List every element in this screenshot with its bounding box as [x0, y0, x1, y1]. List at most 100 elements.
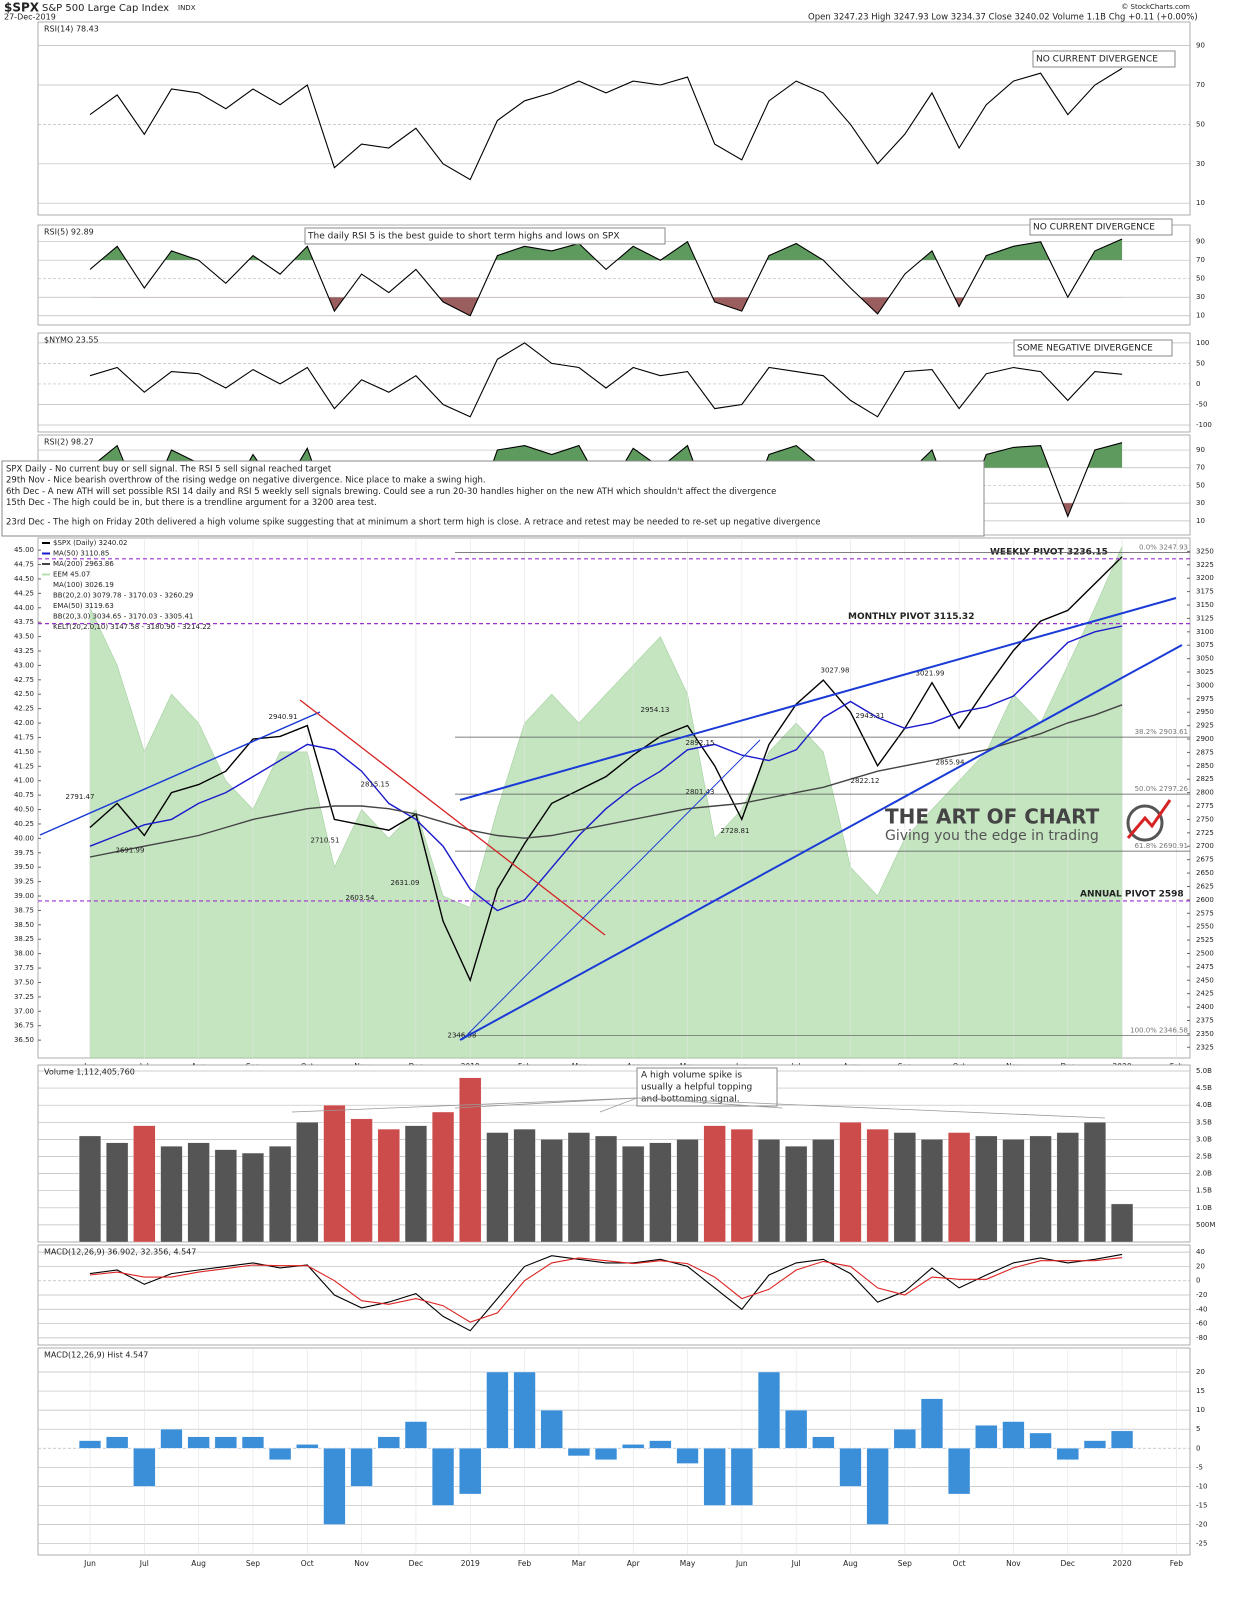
y-tick-label: 0 [1196, 1277, 1200, 1285]
y-tick-label: 2625 [1196, 882, 1214, 890]
left-tick-label: 39.25 [14, 878, 34, 886]
y-tick-label: 2675 [1196, 856, 1214, 864]
pivot-label: ANNUAL PIVOT 2598 [1080, 889, 1184, 899]
y-tick-label: 70 [1196, 464, 1205, 472]
line [89, 342, 1123, 418]
price-label: 2954.13 [641, 706, 670, 714]
panel-frame [37, 21, 1191, 216]
bar [296, 1444, 319, 1449]
y-tick-label: 2475 [1196, 963, 1214, 971]
x-tick-label: Jul [791, 1559, 801, 1568]
date: 27-Dec-2019 [4, 13, 56, 22]
left-tick-label: 41.75 [14, 733, 34, 741]
bar [812, 1436, 835, 1449]
fib-label: 50.0% 2797.26 [1135, 785, 1189, 793]
y-tick-label: 2875 [1196, 748, 1214, 756]
annotation: usually a helpful topping [641, 1083, 752, 1093]
left-tick-label: 44.50 [14, 575, 34, 583]
bar [432, 1111, 455, 1243]
y-tick-label: 2325 [1196, 1043, 1214, 1051]
left-tick-label: 37.00 [14, 1007, 34, 1015]
bar [703, 1448, 726, 1506]
y-tick-label: 2.5B [1196, 1152, 1212, 1160]
annotation-box [1013, 339, 1173, 357]
y-tick-label: 2550 [1196, 923, 1214, 931]
legend-entry: $SPX (Daily) 3240.02 [53, 539, 127, 547]
y-tick-label: 2900 [1196, 735, 1214, 743]
price-label: 2801.43 [686, 788, 715, 796]
left-tick-label: 43.50 [14, 633, 34, 641]
left-tick-label: 40.25 [14, 820, 34, 828]
y-tick-label: 0 [1196, 1444, 1200, 1452]
price-label: 2728.81 [721, 827, 750, 835]
y-tick-label: 2600 [1196, 896, 1214, 904]
y-tick-label: 2650 [1196, 869, 1214, 877]
trend-line [459, 644, 1183, 1041]
bar [269, 1448, 292, 1460]
bar [106, 1436, 129, 1449]
y-tick-label: 5.0B [1196, 1067, 1212, 1075]
bar [78, 1440, 102, 1449]
watermark-tagline: Giving you the edge in trading [885, 828, 1099, 844]
bar [703, 1125, 726, 1243]
trend-line [299, 699, 606, 936]
annotation: The daily RSI 5 is the best guide to sho… [307, 232, 620, 242]
x-tick-label: 2019 [461, 1559, 480, 1568]
panel-title: $NYMO 23.55 [44, 336, 99, 345]
bar [757, 1371, 781, 1449]
overbought-fill [90, 239, 1123, 261]
price-label: 3027.98 [821, 666, 850, 674]
fib-label: 0.0% 3247.93 [1139, 544, 1188, 552]
x-tick-label: Nov [354, 1559, 369, 1568]
y-tick-label: -25 [1196, 1540, 1207, 1548]
x-tick-label: Oct [953, 1559, 966, 1568]
left-tick-label: 44.25 [14, 589, 34, 597]
y-tick-label: 2525 [1196, 936, 1214, 944]
pointer-line [636, 1097, 1106, 1119]
y-tick-label: 3075 [1196, 641, 1214, 649]
price-label: 3021.99 [916, 670, 945, 678]
x-tick-label: Dec [1061, 1559, 1076, 1568]
panel-title: MACD(12,26,9) 36.902, 32.356, 4.547 [44, 1248, 196, 1257]
symbol: $SPX [4, 1, 40, 15]
x-tick-label: Dec [409, 1559, 424, 1568]
trend-line [459, 597, 1177, 801]
y-tick-label: 2425 [1196, 990, 1214, 998]
y-tick-label: 500M [1196, 1221, 1215, 1229]
bar [187, 1436, 210, 1449]
left-tick-label: 37.25 [14, 993, 34, 1001]
oversold-fill [328, 297, 965, 316]
y-tick-label: 70 [1196, 81, 1205, 89]
left-tick-label: 42.25 [14, 705, 34, 713]
y-tick-label: 50 [1196, 359, 1205, 367]
bar [1002, 1421, 1025, 1449]
x-tick-label: Apr [627, 1559, 641, 1568]
bar [1056, 1132, 1079, 1243]
index-name: S&P 500 Large Cap Index [42, 3, 169, 14]
y-tick-label: 2950 [1196, 708, 1214, 716]
y-tick-label: 3175 [1196, 588, 1214, 596]
pointer-line [454, 1097, 638, 1109]
x-tick-label: Aug [191, 1559, 206, 1568]
price-label: 2603.54 [346, 894, 375, 902]
y-tick-label: 3.0B [1196, 1135, 1212, 1143]
bar [1111, 1430, 1134, 1449]
y-tick-label: -20 [1196, 1521, 1207, 1529]
pivot-label: MONTHLY PIVOT 3115.32 [848, 612, 974, 622]
comment-line: 6th Dec - A new ATH will set possible RS… [6, 487, 776, 497]
bar [214, 1149, 237, 1243]
bar [567, 1448, 590, 1457]
x-tick-label: Sep [246, 1559, 260, 1568]
bar [404, 1125, 427, 1243]
bar [948, 1132, 971, 1243]
legend-entry: KELT(20,2.0,10) 3147.58 - 3180.90 - 3214… [53, 623, 211, 631]
y-tick-label: -50 [1196, 400, 1207, 408]
price-label: 2631.09 [391, 879, 420, 887]
annotation: and bottoming signal. [641, 1095, 740, 1105]
y-tick-label: 2800 [1196, 789, 1214, 797]
bar [377, 1128, 400, 1243]
y-tick-label: 10 [1196, 1406, 1205, 1414]
y-tick-label: 2500 [1196, 949, 1214, 957]
y-tick-label: 2700 [1196, 842, 1214, 850]
